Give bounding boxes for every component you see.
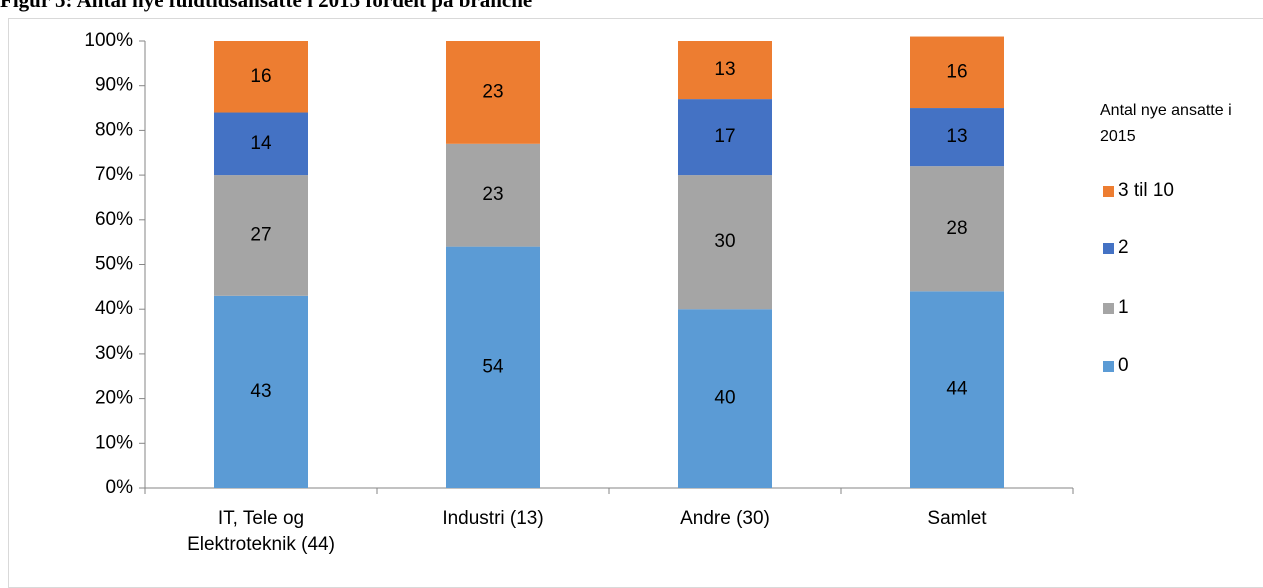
legend-label: 2 [1118, 237, 1129, 258]
data-label: 30 [714, 231, 735, 252]
legend-title: Antal nye ansatte i 2015 [1100, 102, 1232, 145]
x-tick-label: Samlet [927, 508, 987, 529]
chart-title: Figur 5: Antal nye fuldtidsansatte i 201… [0, 0, 533, 12]
legend-swatch [1103, 242, 1114, 254]
data-label: 17 [714, 126, 735, 147]
data-label: 44 [946, 379, 968, 400]
data-label: 27 [250, 224, 271, 245]
y-tick-label: 10% [95, 432, 133, 453]
data-label: 23 [482, 81, 503, 102]
y-tick-label: 0% [106, 477, 134, 498]
bar-segment [446, 143, 540, 247]
bar-segment [678, 309, 772, 488]
data-label: 43 [250, 381, 271, 402]
bar-segment [910, 36, 1004, 109]
legend-label: 0 [1118, 355, 1129, 376]
y-tick-label: 30% [95, 343, 133, 364]
data-label: 13 [946, 126, 967, 147]
y-tick-label: 40% [95, 298, 133, 319]
bar-segment [910, 291, 1004, 488]
x-tick-label: Andre (30) [680, 508, 770, 529]
bar-segment [214, 112, 308, 176]
bar-segment [446, 41, 540, 144]
legend-item: 0 [1103, 355, 1129, 377]
y-tick-label: 100% [84, 30, 133, 51]
y-tick-label: 70% [95, 164, 133, 185]
data-label: 28 [946, 218, 967, 239]
bar-segment [214, 295, 308, 488]
bar-segment [910, 108, 1004, 167]
data-label: 16 [946, 61, 967, 82]
legend-swatch [1103, 360, 1114, 372]
bar-segment [910, 166, 1004, 292]
legend-label: 3 til 10 [1118, 180, 1174, 201]
y-tick-label: 80% [95, 119, 133, 140]
data-label: 40 [714, 388, 735, 409]
legend-item: 3 til 10 [1103, 180, 1174, 202]
y-tick-label: 60% [95, 209, 133, 230]
bar-segment [446, 246, 540, 488]
legend-swatch [1103, 185, 1114, 197]
data-label: 14 [250, 133, 272, 154]
legend-item: 1 [1103, 297, 1129, 319]
x-tick-label: Industri (13) [442, 508, 544, 529]
x-tick-label: IT, Tele og Elektroteknik (44) [187, 508, 335, 555]
y-tick-label: 50% [95, 254, 133, 275]
data-label: 54 [482, 356, 504, 377]
data-label: 16 [250, 66, 271, 87]
bar-segment [678, 99, 772, 176]
bar-segment [214, 41, 308, 113]
legend-swatch [1103, 302, 1114, 314]
legend-item: 2 [1103, 237, 1129, 259]
data-label: 13 [714, 59, 735, 80]
bar-segment [678, 41, 772, 100]
data-label: 23 [482, 184, 503, 205]
bar-segment [214, 175, 308, 296]
bar-segment [678, 175, 772, 310]
legend-label: 1 [1118, 297, 1129, 318]
y-tick-label: 20% [95, 388, 133, 409]
y-tick-label: 90% [95, 75, 133, 96]
